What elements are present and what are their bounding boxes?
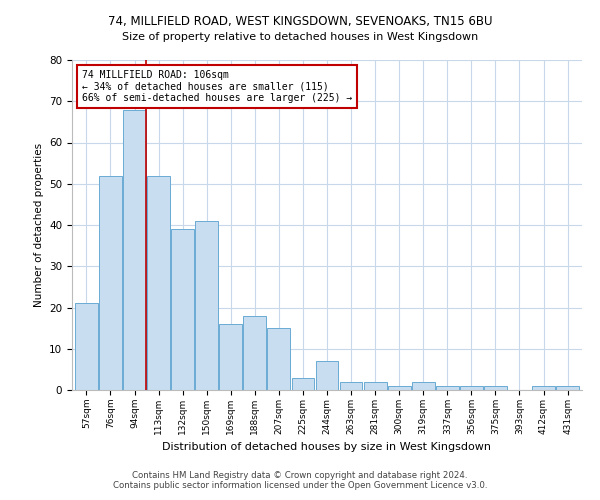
- Bar: [123, 110, 146, 390]
- Text: 74, MILLFIELD ROAD, WEST KINGSDOWN, SEVENOAKS, TN15 6BU: 74, MILLFIELD ROAD, WEST KINGSDOWN, SEVE…: [108, 15, 492, 28]
- Text: Contains HM Land Registry data © Crown copyright and database right 2024.
Contai: Contains HM Land Registry data © Crown c…: [113, 470, 487, 490]
- Bar: [436, 386, 459, 390]
- Bar: [316, 361, 338, 390]
- Bar: [268, 328, 290, 390]
- Bar: [484, 386, 507, 390]
- Bar: [340, 382, 362, 390]
- Bar: [75, 304, 98, 390]
- Bar: [364, 382, 386, 390]
- Text: Size of property relative to detached houses in West Kingsdown: Size of property relative to detached ho…: [122, 32, 478, 42]
- Bar: [195, 221, 218, 390]
- Bar: [220, 324, 242, 390]
- Bar: [388, 386, 410, 390]
- X-axis label: Distribution of detached houses by size in West Kingsdown: Distribution of detached houses by size …: [163, 442, 491, 452]
- Y-axis label: Number of detached properties: Number of detached properties: [34, 143, 44, 307]
- Bar: [147, 176, 170, 390]
- Bar: [292, 378, 314, 390]
- Bar: [99, 176, 122, 390]
- Text: 74 MILLFIELD ROAD: 106sqm
← 34% of detached houses are smaller (115)
66% of semi: 74 MILLFIELD ROAD: 106sqm ← 34% of detac…: [82, 70, 352, 103]
- Bar: [556, 386, 579, 390]
- Bar: [460, 386, 483, 390]
- Bar: [412, 382, 434, 390]
- Bar: [171, 229, 194, 390]
- Bar: [244, 316, 266, 390]
- Bar: [532, 386, 555, 390]
